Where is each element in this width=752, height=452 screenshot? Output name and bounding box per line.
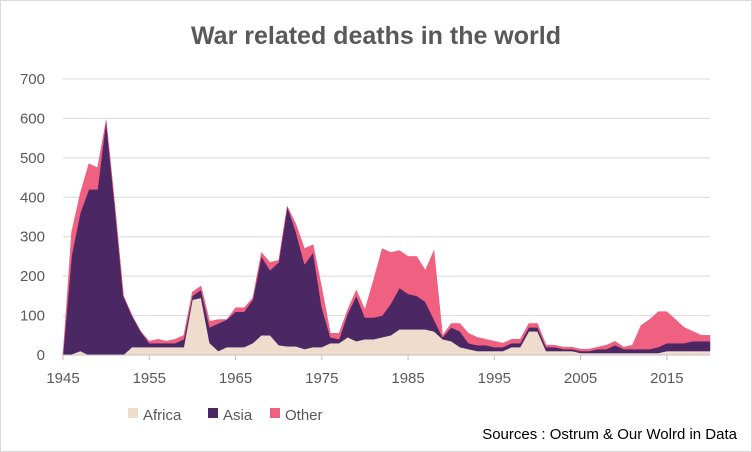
x-tick-label: 1975 xyxy=(305,370,338,387)
legend-label-africa: Africa xyxy=(143,407,182,424)
chart-title: War related deaths in the world xyxy=(191,22,561,50)
grid-lines xyxy=(63,78,710,317)
x-tick-label: 1965 xyxy=(219,370,252,387)
legend-swatch-africa xyxy=(128,408,138,418)
legend-swatch-asia xyxy=(208,408,218,418)
source-note: Sources : Ostrum & Our Wolrd in Data xyxy=(482,426,737,443)
y-tick-label: 300 xyxy=(20,229,45,246)
y-tick-label: 700 xyxy=(20,71,45,88)
y-tick-label: 0 xyxy=(37,347,45,364)
area-series-asia xyxy=(62,120,711,356)
x-tick-label: 2005 xyxy=(564,370,597,387)
legend: Africa Asia Other xyxy=(128,407,323,424)
x-tick-label: 1995 xyxy=(478,370,511,387)
legend-swatch-other xyxy=(270,408,280,418)
y-tick-label: 500 xyxy=(20,150,45,167)
x-tick-label: 1955 xyxy=(133,370,166,387)
x-tick-label: 1945 xyxy=(46,370,79,387)
x-tick-label: 2015 xyxy=(650,370,683,387)
y-tick-label: 100 xyxy=(20,308,45,325)
y-tick-label: 600 xyxy=(20,110,45,127)
legend-label-other: Other xyxy=(285,407,323,424)
y-tick-label: 200 xyxy=(20,268,45,285)
legend-label-asia: Asia xyxy=(223,407,253,424)
area-series-other xyxy=(62,120,711,356)
axes: 0 100 200 300 400 500 600 700 1945 1955 1965 1975 19… xyxy=(20,71,710,387)
area-series xyxy=(62,120,711,356)
y-tick-label: 400 xyxy=(20,189,45,206)
x-tick-label: 1985 xyxy=(391,370,424,387)
